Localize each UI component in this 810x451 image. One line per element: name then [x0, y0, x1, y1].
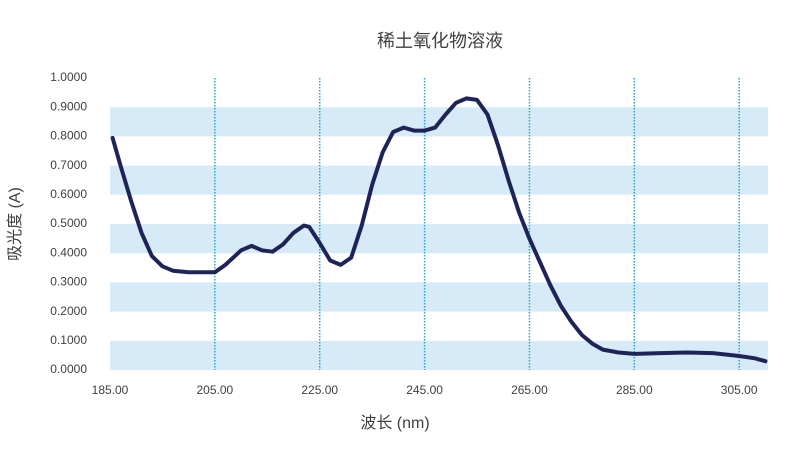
x-tick-label: 285.00: [616, 383, 653, 397]
y-axis-title: 吸光度 (A): [6, 187, 24, 261]
y-tick-label: 0.7000: [50, 158, 87, 172]
grid-band: [110, 282, 768, 312]
x-tick-label: 245.00: [406, 383, 443, 397]
x-tick-label: 305.00: [721, 383, 758, 397]
chart-title: 稀土氧化物溶液: [377, 31, 503, 51]
y-tick-label: 0.0000: [50, 362, 87, 376]
y-tick-label: 0.5000: [50, 216, 87, 230]
x-axis-title: 波长 (nm): [360, 414, 429, 432]
y-tick-label: 0.1000: [50, 333, 87, 347]
grid-band: [110, 224, 768, 254]
y-tick-label: 0.4000: [50, 245, 87, 259]
grid-band: [110, 165, 768, 195]
x-tick-label: 205.00: [197, 383, 234, 397]
y-tick-label: 1.0000: [50, 70, 87, 84]
y-tick-label: 0.2000: [50, 304, 87, 318]
y-tick-label: 0.3000: [50, 275, 87, 289]
x-tick-label: 225.00: [301, 383, 338, 397]
y-tick-label: 0.9000: [50, 99, 87, 113]
grid-band: [110, 340, 768, 370]
data-line: [110, 96, 768, 364]
y-tick-label: 0.8000: [50, 129, 87, 143]
x-tick-label: 265.00: [511, 383, 548, 397]
y-tick-label: 0.6000: [50, 187, 87, 201]
x-tick-label: 185.00: [92, 383, 129, 397]
